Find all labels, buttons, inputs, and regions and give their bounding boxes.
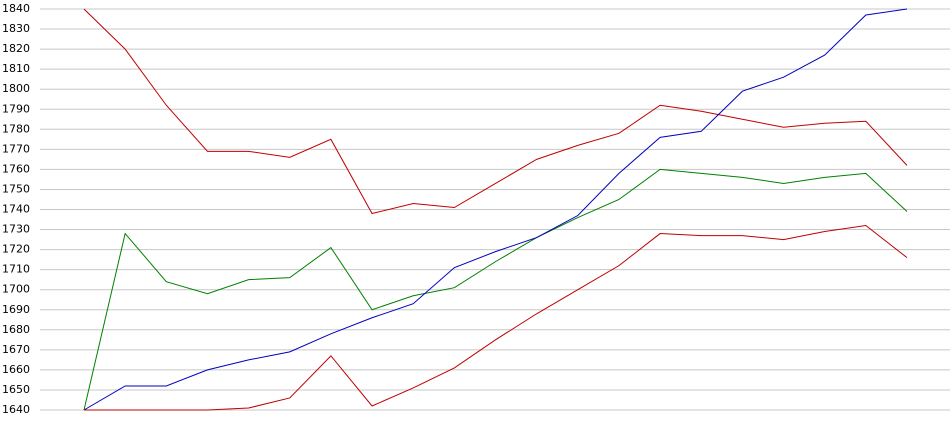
y-tick-label: 1780 — [2, 122, 30, 135]
y-tick-label: 1800 — [2, 82, 30, 95]
series-line — [84, 225, 908, 411]
series-line — [83, 8, 908, 215]
y-tick-label: 1820 — [2, 42, 30, 55]
y-tick-label: 1840 — [2, 2, 30, 15]
y-tick-label: 1710 — [2, 263, 30, 276]
y-tick-label: 1750 — [2, 182, 30, 195]
y-tick-label: 1740 — [2, 203, 30, 216]
y-tick-label: 1640 — [2, 403, 30, 416]
y-tick-label: 1730 — [2, 223, 30, 236]
y-tick-label: 1790 — [2, 102, 30, 115]
series-line — [83, 168, 908, 411]
y-tick-label: 1810 — [2, 62, 30, 75]
series-line — [83, 8, 908, 411]
y-tick-label: 1690 — [2, 303, 30, 316]
y-tick-label: 1670 — [2, 343, 30, 356]
y-tick-label: 1680 — [2, 323, 30, 336]
y-tick-label: 1770 — [2, 142, 30, 155]
y-tick-label: 1660 — [2, 363, 30, 376]
y-tick-label: 1760 — [2, 162, 30, 175]
y-tick-label: 1700 — [2, 283, 30, 296]
y-tick-label: 1830 — [2, 22, 30, 35]
y-tick-label: 1720 — [2, 243, 30, 256]
y-tick-label: 1650 — [2, 383, 30, 396]
